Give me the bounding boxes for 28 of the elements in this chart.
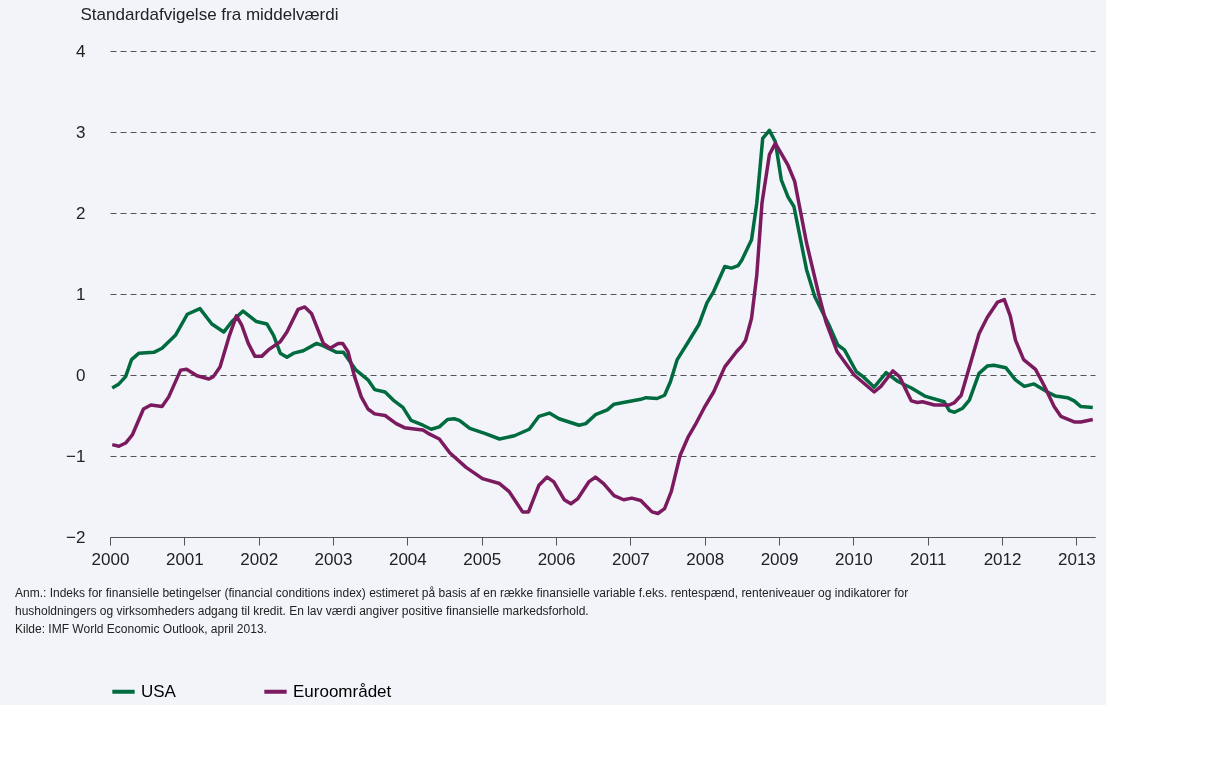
y-tick-label: 0 xyxy=(76,365,86,385)
x-tick-label: 2007 xyxy=(611,549,650,569)
y-tick-label: 1 xyxy=(76,284,86,304)
x-tick-label: 2008 xyxy=(686,549,725,569)
x-tick-label: 2010 xyxy=(834,549,873,569)
x-tick-label: 2001 xyxy=(165,549,204,569)
y-axis-title: Standardafvigelse fra middelværdi xyxy=(80,4,339,24)
line-series xyxy=(110,128,1095,441)
x-tick-label: 2012 xyxy=(983,549,1022,569)
x-tick-label: 2003 xyxy=(314,549,353,569)
x-tick-label: 2000 xyxy=(91,549,130,569)
y-tick-label: 2 xyxy=(76,203,86,223)
y-tick-label: 3 xyxy=(76,122,86,142)
x-tick-label: 2004 xyxy=(388,549,427,569)
x-tick-label: 2011 xyxy=(909,549,947,569)
y-tick-label: −2 xyxy=(66,527,86,547)
y-tick-label: −1 xyxy=(66,446,86,466)
y-tick-label: 4 xyxy=(76,41,86,61)
legend-label: USA xyxy=(141,681,177,701)
text: Kilde: IMF World Economic Outlook, april 2013. xyxy=(15,622,267,636)
x-tick-label: 2009 xyxy=(760,549,799,569)
x-tick-label: 2002 xyxy=(240,549,279,569)
x-tick-label: 2006 xyxy=(537,549,576,569)
legend-label: Euroområdet xyxy=(293,681,392,701)
x-tick-label: 2005 xyxy=(463,549,502,569)
text: Anm.: Indeks for finansielle betingelser (financial conditions index) estimeret på basis af en række finansielle variable f.eks. rentespænd, renteniveauer og indikatorer for husholdningers og virksomheders adgang til kredit. En lav værdi angiver positive finansielle markedsforhold. xyxy=(15,586,909,618)
line-series xyxy=(110,141,1095,516)
x-tick-label: 2013 xyxy=(1058,549,1096,569)
